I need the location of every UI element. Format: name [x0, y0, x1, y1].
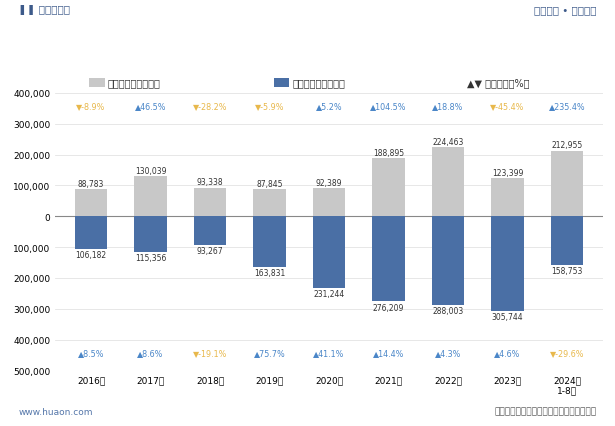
Text: 276,209: 276,209 [373, 303, 404, 312]
Text: ▲46.5%: ▲46.5% [135, 102, 166, 111]
Bar [491, 179, 524, 217]
Text: 231,244: 231,244 [314, 289, 344, 298]
Text: 93,267: 93,267 [197, 247, 223, 256]
Text: ▼-29.6%: ▼-29.6% [550, 348, 584, 357]
Text: ▲75.7%: ▲75.7% [253, 348, 285, 357]
Bar [74, 217, 108, 250]
Text: 数据来源：中国海关，华经产业研究院整理: 数据来源：中国海关，华经产业研究院整理 [494, 406, 597, 416]
Bar [312, 217, 346, 288]
Bar [372, 158, 405, 217]
Text: ▼-28.2%: ▼-28.2% [192, 102, 228, 111]
Text: ▼-5.9%: ▼-5.9% [255, 102, 284, 111]
Text: ❚❚ 华经情报网: ❚❚ 华经情报网 [18, 5, 71, 15]
Text: ▼-45.4%: ▼-45.4% [490, 102, 525, 111]
Text: ▲14.4%: ▲14.4% [373, 348, 404, 357]
Text: ▲5.2%: ▲5.2% [315, 102, 343, 111]
Text: 212,955: 212,955 [552, 141, 582, 150]
Text: ▲104.5%: ▲104.5% [370, 102, 407, 111]
Bar [372, 217, 405, 302]
Bar [432, 217, 464, 305]
Text: 123,399: 123,399 [492, 169, 523, 178]
Text: 88,783: 88,783 [78, 179, 104, 188]
Text: ▼-8.9%: ▼-8.9% [76, 102, 106, 111]
Text: ▲41.1%: ▲41.1% [313, 348, 345, 357]
Bar [134, 217, 167, 252]
Bar [74, 190, 108, 217]
Bar [550, 217, 584, 266]
Text: ▼-19.1%: ▼-19.1% [193, 348, 227, 357]
Text: 305,744: 305,744 [492, 312, 523, 321]
Bar [253, 217, 286, 267]
Text: ▲4.3%: ▲4.3% [435, 348, 461, 357]
Text: 92,389: 92,389 [315, 178, 343, 187]
Bar [194, 188, 226, 217]
Text: ▲18.8%: ▲18.8% [432, 102, 464, 111]
Text: 2016-2024年8月广州白云机场综合保税区进、出口额: 2016-2024年8月广州白云机场综合保税区进、出口额 [144, 21, 471, 40]
Text: ▲4.6%: ▲4.6% [494, 348, 521, 357]
Text: 115,356: 115,356 [135, 253, 166, 262]
Bar [312, 188, 346, 217]
Bar [253, 190, 286, 217]
Text: 专业严谨 • 客观科学: 专业严谨 • 客观科学 [534, 5, 597, 15]
Text: 106,182: 106,182 [76, 250, 106, 260]
Text: 93,338: 93,338 [197, 178, 223, 187]
Text: www.huaon.com: www.huaon.com [18, 406, 93, 416]
Text: ▲8.6%: ▲8.6% [137, 348, 164, 357]
Text: ▲8.5%: ▲8.5% [77, 348, 105, 357]
Bar [432, 148, 464, 217]
Text: 出口总额（万美元）: 出口总额（万美元） [108, 78, 161, 88]
Bar [550, 151, 584, 217]
Bar [89, 78, 105, 88]
Bar [134, 177, 167, 217]
Text: ▲235.4%: ▲235.4% [549, 102, 585, 111]
Text: 158,753: 158,753 [551, 267, 582, 276]
Text: ▲▼ 同比增速（%）: ▲▼ 同比增速（%） [467, 78, 530, 88]
Text: 224,463: 224,463 [432, 138, 464, 147]
Text: 188,895: 188,895 [373, 148, 404, 158]
Bar [491, 217, 524, 311]
Text: 130,039: 130,039 [135, 167, 166, 176]
Bar [274, 78, 289, 88]
Bar [194, 217, 226, 245]
Text: 87,845: 87,845 [256, 179, 283, 189]
Text: 288,003: 288,003 [432, 307, 464, 316]
Text: 163,831: 163,831 [254, 268, 285, 277]
Text: 进口总额（万美元）: 进口总额（万美元） [292, 78, 345, 88]
